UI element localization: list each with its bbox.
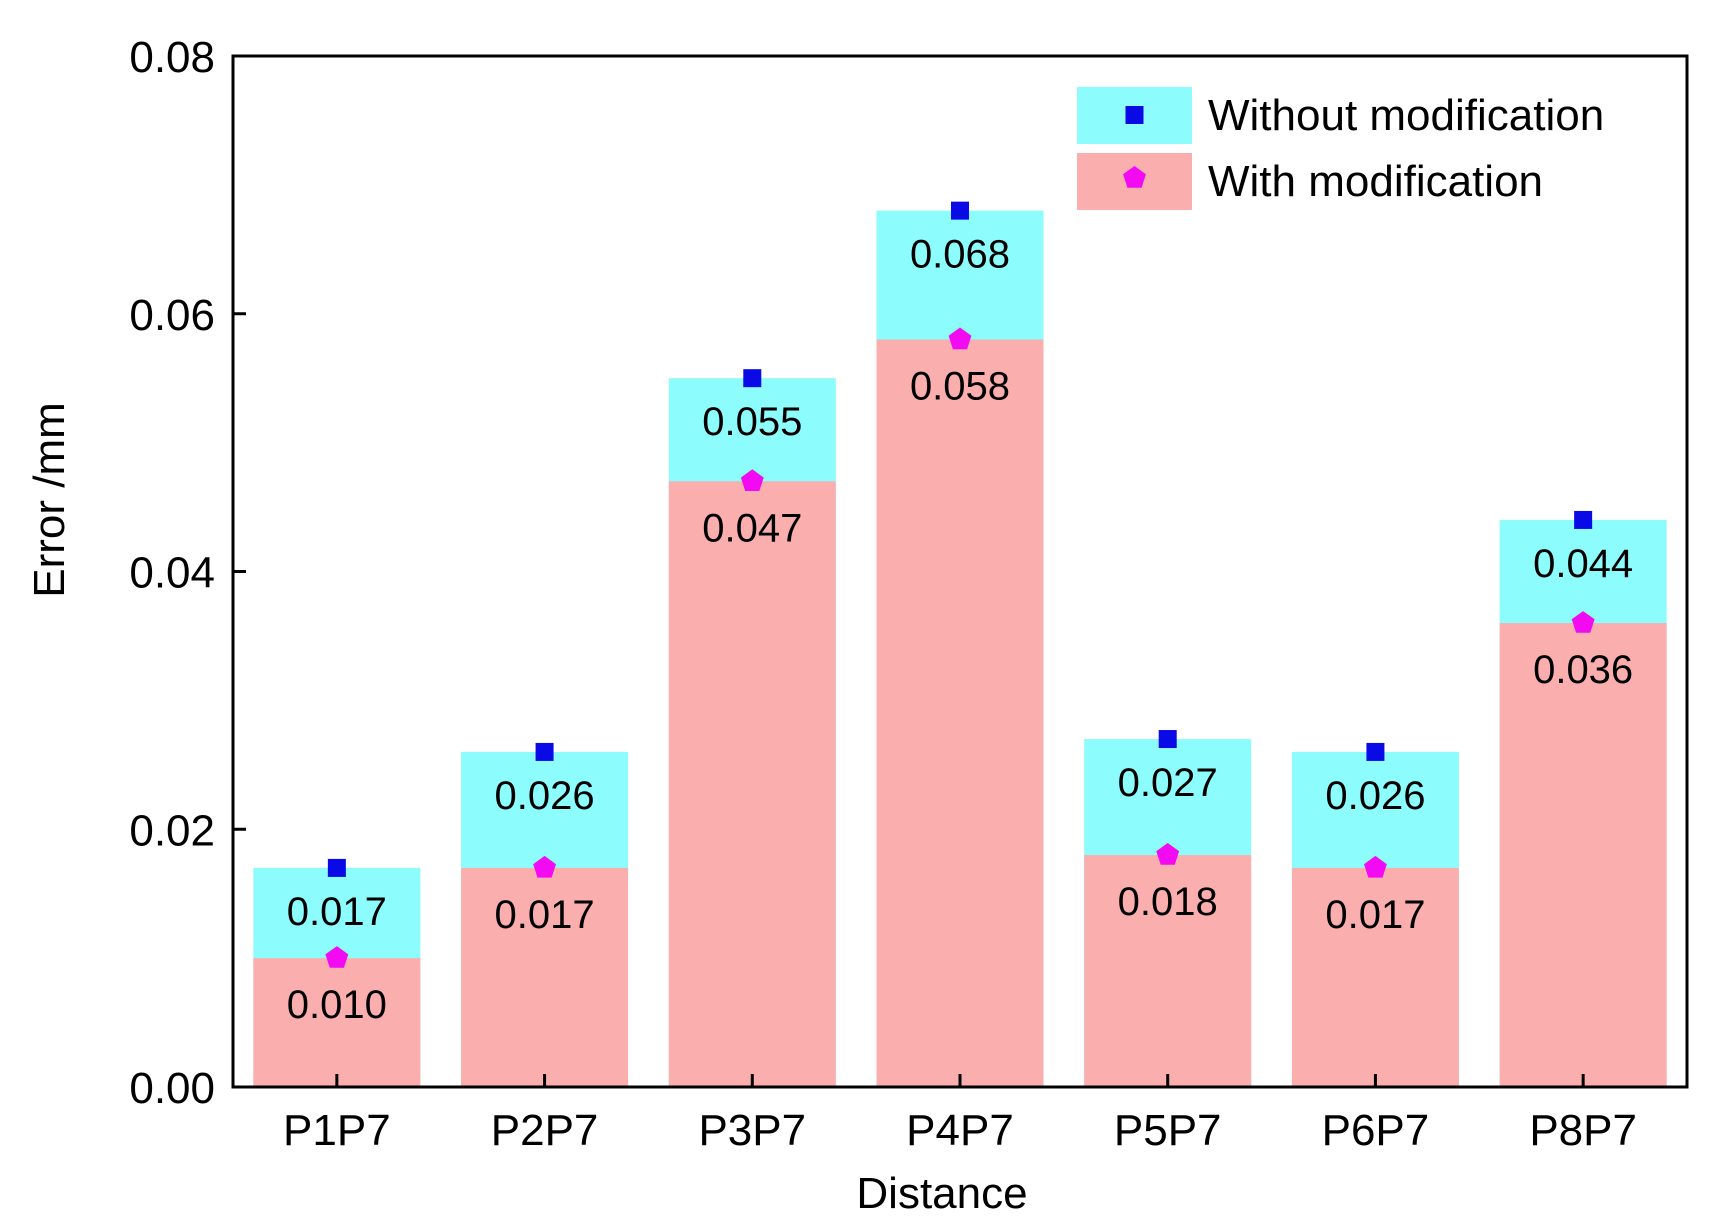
marker-without-modification (327, 858, 346, 877)
data-label-with-modification: 0.036 (1533, 648, 1633, 692)
data-label-without-modification: 0.068 (910, 233, 1010, 277)
x-tick-label: P8P7 (1529, 1106, 1637, 1155)
data-label-with-modification: 0.047 (702, 506, 802, 550)
data-label-with-modification: 0.058 (910, 365, 1010, 409)
x-tick-label: P5P7 (1114, 1106, 1222, 1155)
y-axis-title: Error /mm (25, 402, 74, 598)
marker-without-modification (743, 369, 762, 388)
bar-with-modification (461, 867, 629, 1087)
marker-with-modification (740, 469, 764, 491)
y-tick-label: 0.04 (129, 549, 215, 598)
data-label-with-modification: 0.010 (287, 983, 387, 1027)
x-tick-label: P1P7 (283, 1106, 391, 1155)
x-tick-label: P4P7 (906, 1106, 1014, 1155)
marker-without-modification (1158, 730, 1177, 749)
y-tick-label: 0.02 (129, 806, 215, 855)
marker-with-modification (325, 946, 349, 968)
data-label-without-modification: 0.026 (495, 774, 595, 818)
x-tick-label: P6P7 (1322, 1106, 1430, 1155)
bar-with-modification (876, 339, 1044, 1087)
bar-with-modification (668, 481, 836, 1088)
bar-with-modification (1084, 855, 1252, 1087)
marker-with-modification (533, 855, 556, 878)
bar-with-modification (253, 958, 421, 1087)
marker-with-modification (1364, 855, 1387, 878)
bars-layer (253, 210, 1667, 1088)
y-tick-label: 0.00 (129, 1064, 215, 1113)
y-tick-label: 0.08 (129, 33, 215, 82)
legend-item-with-modification-marker (1123, 166, 1146, 188)
data-label-with-modification: 0.018 (1118, 880, 1218, 924)
marker-without-modification (1574, 510, 1593, 529)
legend-item-with-modification-label: With modification (1208, 157, 1543, 206)
axis-ticks: 0.00 0.02 0.04 0.06 0.08 P1P7 P2P7 P3P7 P4P7 P5P7… (129, 33, 1637, 1155)
legend-item-without-modification-label: Without modification (1208, 91, 1604, 140)
data-label-with-modification: 0.017 (495, 893, 595, 937)
marker-without-modification (1366, 742, 1385, 761)
data-label-without-modification: 0.017 (287, 890, 387, 934)
y-tick-label: 0.06 (129, 291, 215, 340)
markers-layer (325, 201, 1595, 968)
x-tick-label: P3P7 (698, 1106, 806, 1155)
bar-with-modification (1499, 623, 1667, 1087)
bar-with-modification (1291, 867, 1459, 1087)
data-label-without-modification: 0.044 (1533, 542, 1633, 586)
data-label-without-modification: 0.055 (702, 400, 802, 444)
marker-with-modification (1571, 611, 1595, 633)
marker-with-modification (1156, 843, 1180, 865)
marker-without-modification (535, 742, 554, 761)
data-label-without-modification: 0.027 (1118, 761, 1218, 805)
legend: Without modification With modification (1077, 87, 1604, 210)
x-axis-title: Distance (856, 1169, 1027, 1218)
legend-item-without-modification-marker (1125, 106, 1144, 124)
x-tick-label: P2P7 (491, 1106, 599, 1155)
data-label-without-modification: 0.026 (1325, 774, 1425, 818)
data-labels: 0.017 0.010 0.026 0.017 0.055 0.047 0.068 0.058… (287, 233, 1633, 1027)
marker-with-modification (948, 327, 972, 350)
marker-without-modification (951, 201, 969, 220)
data-label-with-modification: 0.017 (1325, 893, 1425, 937)
